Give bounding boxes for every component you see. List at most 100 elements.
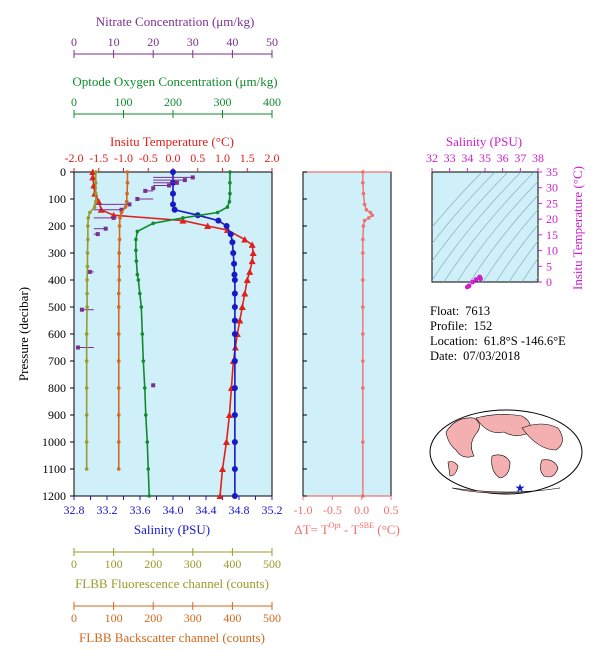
nitrate-point — [167, 183, 172, 188]
delta-t-point — [364, 208, 369, 212]
nitrate-point — [190, 175, 195, 180]
oxygen-point — [135, 229, 140, 234]
ts-density-contour — [432, 172, 522, 282]
delta-t-point — [361, 170, 365, 174]
backscatter-tick-label: 300 — [184, 611, 202, 625]
salinity-point — [231, 317, 238, 324]
salinity-point — [231, 385, 238, 391]
salinity-tick-label: 34.4 — [196, 503, 217, 517]
nitrate-tick-label: 40 — [226, 35, 238, 49]
oxygen-point — [228, 170, 232, 174]
temperature-point — [95, 198, 103, 205]
fluorescence-point — [86, 237, 90, 242]
backscatter-point — [116, 386, 121, 390]
delta-t-point — [361, 251, 365, 255]
ts-temperature-tick-label: 15 — [546, 228, 558, 242]
ts-density-contour — [482, 209, 538, 282]
map-landmass — [475, 414, 531, 436]
temperature-tick-label: 1.0 — [215, 151, 230, 165]
delta-t-point — [361, 278, 365, 282]
nitrate-point — [182, 178, 187, 183]
map-landmass — [451, 487, 561, 494]
backscatter-point — [125, 181, 130, 185]
float-value: 7613 — [465, 304, 491, 318]
salinity-tick-label: 33.2 — [97, 503, 118, 517]
fluorescence-tick-label: 100 — [105, 557, 123, 571]
profile-value: 152 — [473, 319, 493, 333]
oxygen-tick-label: 100 — [115, 95, 133, 109]
ts-density-contour — [508, 240, 538, 282]
ts-point — [470, 279, 476, 285]
oxygen-point — [215, 210, 220, 215]
delta-t-label-unit: (°C) — [374, 522, 400, 537]
delta-t-point — [362, 202, 367, 207]
salinity-point — [231, 358, 238, 364]
pressure-tick-label: 1000 — [42, 435, 66, 449]
profile-label: Profile: — [430, 319, 468, 333]
temperature-point — [243, 276, 251, 283]
nitrate-point — [127, 202, 132, 207]
ts-temperature-tick-label: 25 — [546, 196, 558, 210]
map-landmass — [491, 454, 511, 479]
oxygen-point — [134, 237, 138, 242]
fluorescence-point — [85, 305, 89, 309]
oxygen-point — [142, 386, 147, 390]
fluorescence-point — [93, 199, 98, 204]
backscatter-point — [116, 305, 121, 309]
salinity-tick-label: 33.6 — [130, 503, 151, 517]
oxygen-point — [134, 248, 138, 253]
delta-t-tick-label: 0.5 — [384, 503, 399, 517]
temperature-point — [204, 222, 212, 229]
delta-t-label-main: ΔT= T — [294, 522, 329, 537]
backscatter-point — [118, 216, 122, 220]
backscatter-point — [116, 467, 121, 471]
fluorescence-point — [85, 251, 90, 255]
salinity-point — [171, 206, 178, 213]
salinity-tick-label: 34.8 — [229, 503, 250, 517]
delta-t-axis-title: ΔT= TOpt - TSBE (°C) — [294, 521, 400, 537]
delta-t-label-sup2: SBE — [359, 521, 374, 530]
nitrate-point — [103, 226, 108, 231]
fluorescence-point — [88, 210, 92, 215]
temperature-point — [249, 249, 257, 256]
fluorescence-point — [84, 467, 89, 471]
delta-t-point — [361, 494, 365, 498]
delta-t-tick-label: 0.0 — [354, 503, 369, 517]
salinity-point — [231, 260, 238, 267]
salinity-point — [231, 493, 238, 499]
salinity-tick-label: 34.0 — [163, 503, 184, 517]
fluorescence-point — [86, 224, 90, 228]
oxygen-point — [143, 413, 148, 417]
backscatter-tick-label: 500 — [263, 611, 281, 625]
backscatter-tick-label: 100 — [105, 611, 123, 625]
float-row: Float: 7613 — [430, 304, 572, 319]
backscatter-point — [125, 170, 130, 174]
fluorescence-tick-label: 400 — [223, 557, 241, 571]
map-landmass — [540, 459, 559, 478]
fluorescence-tick-label: 300 — [184, 557, 202, 571]
oxygen-tick-label: 300 — [214, 95, 232, 109]
fluorescence-axis-title: FLBB Fluorescence channel (counts) — [75, 576, 269, 591]
ts-panel-frame — [431, 171, 539, 283]
backscatter-point — [117, 278, 121, 282]
nitrate-point — [151, 186, 156, 191]
backscatter-point — [117, 237, 122, 242]
location-row: Location: 61.8°S -146.6°E — [430, 334, 572, 349]
backscatter-axis-title: FLBB Backscatter channel (counts) — [79, 630, 265, 645]
temperature-point — [241, 236, 249, 243]
float-info: Float: 7613 Profile: 152 Location: 61.8°S -… — [430, 304, 572, 364]
nitrate-point — [79, 307, 84, 312]
oxygen-point — [136, 278, 141, 282]
temperature-point — [89, 168, 97, 175]
float-label: Float: — [430, 304, 460, 318]
backscatter-point — [123, 205, 128, 209]
temperature-point — [248, 257, 256, 265]
nitrate-tick-label: 50 — [266, 35, 278, 49]
delta-t-point — [361, 191, 366, 196]
salinity-point — [231, 277, 238, 283]
salinity-point — [170, 201, 176, 208]
pressure-tick-label: 600 — [48, 327, 66, 341]
delta-t-point — [368, 210, 373, 215]
ts-salinity-tick-label: 37 — [514, 151, 526, 165]
